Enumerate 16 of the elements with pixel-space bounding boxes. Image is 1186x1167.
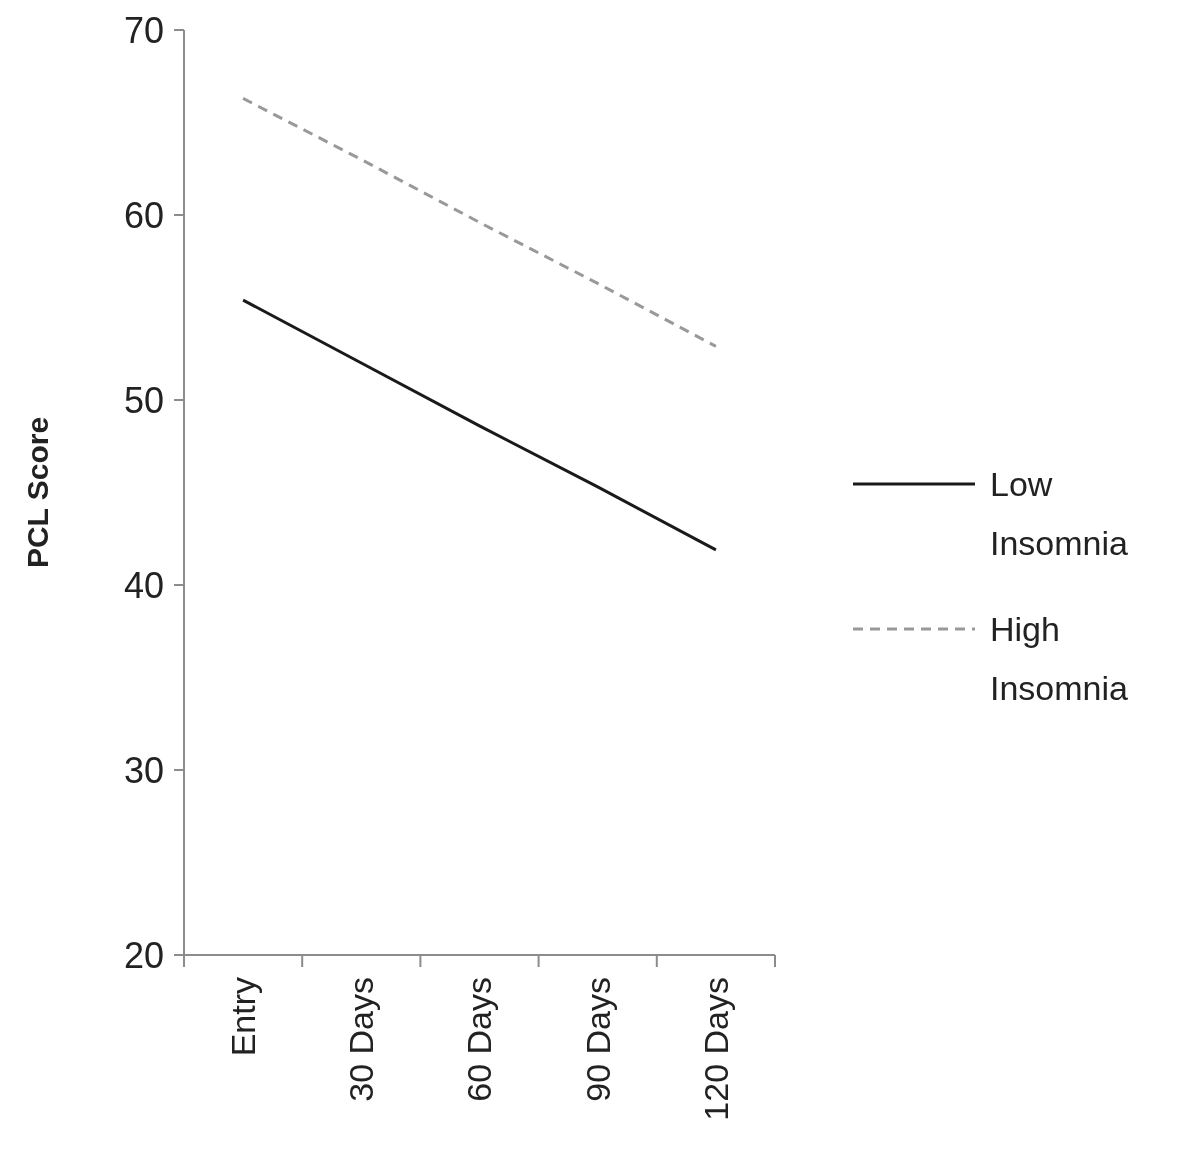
x-tick-label: 60 Days bbox=[460, 977, 499, 1102]
y-tick-label: 50 bbox=[123, 379, 164, 421]
line-series bbox=[241, 96, 718, 348]
y-tick-label: 60 bbox=[123, 194, 164, 236]
x-tick-label: 90 Days bbox=[578, 977, 617, 1102]
x-tick-label: Entry bbox=[224, 977, 262, 1057]
x-tick-label: 120 Days bbox=[696, 977, 735, 1121]
y-tick-label: 30 bbox=[123, 749, 164, 791]
y-tick-label: 20 bbox=[123, 934, 164, 976]
y-tick-label: 40 bbox=[123, 564, 164, 606]
legend-label: Low Insomnia bbox=[990, 464, 1129, 562]
x-tick-label: 30 Days bbox=[342, 977, 381, 1102]
legend-label: High Insomnia bbox=[990, 609, 1129, 707]
y-axis-title: PCL Score bbox=[21, 416, 54, 569]
y-tick-label: 70 bbox=[123, 9, 164, 51]
line-series bbox=[241, 298, 718, 552]
